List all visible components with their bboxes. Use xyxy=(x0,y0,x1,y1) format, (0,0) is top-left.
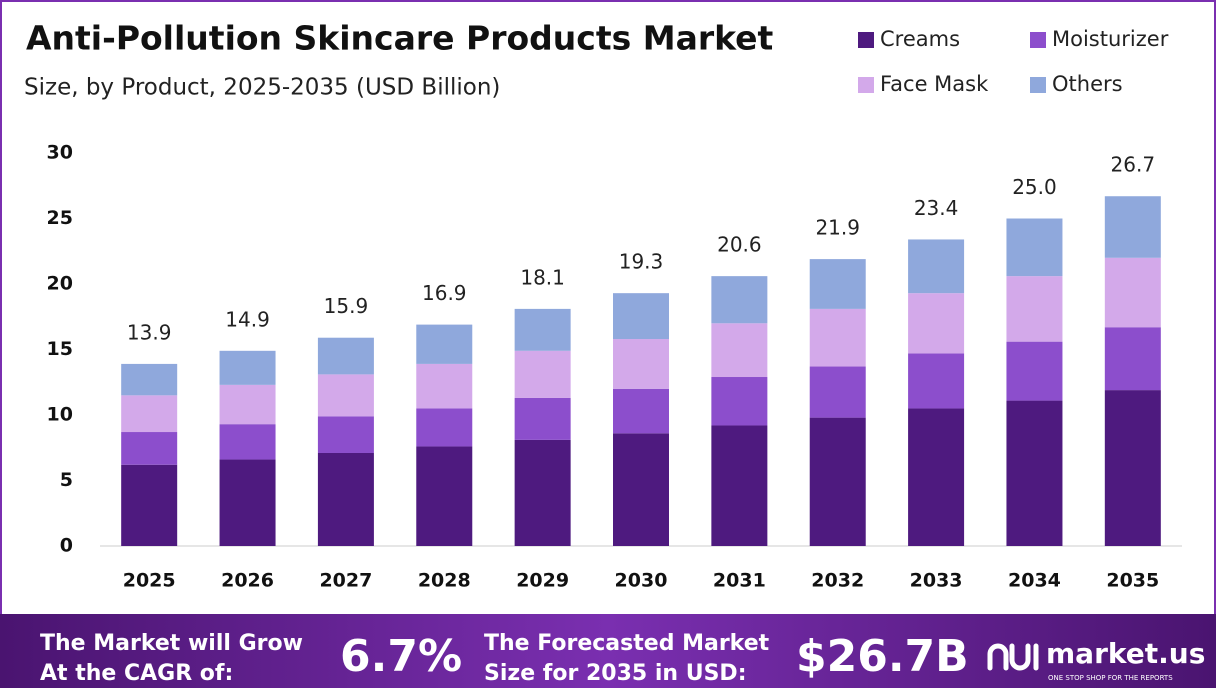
y-tick-label: 10 xyxy=(47,404,73,426)
bar-segment xyxy=(121,363,178,396)
total-label: 19.3 xyxy=(619,250,664,274)
bar-segment xyxy=(317,337,374,375)
bar-segment xyxy=(514,350,571,398)
bar-segment xyxy=(809,259,866,309)
tagline: ONE STOP SHOP FOR THE REPORTS xyxy=(1048,674,1173,682)
x-tick-label: 2031 xyxy=(713,570,766,592)
y-tick-label: 0 xyxy=(60,535,73,557)
footer-value: 6.7% xyxy=(340,631,462,682)
y-tick-label: 30 xyxy=(47,142,73,164)
legend-swatch xyxy=(1030,32,1046,48)
brand-logo xyxy=(987,643,1039,671)
x-tick-label: 2025 xyxy=(123,570,176,592)
bar-segment xyxy=(317,416,374,453)
bar-segment xyxy=(908,353,965,409)
legend-label: Moisturizer xyxy=(1052,27,1169,51)
bar-segment xyxy=(711,276,768,324)
chart-subtitle: Size, by Product, 2025-2035 (USD Billion… xyxy=(24,75,500,101)
bar-segment xyxy=(1104,327,1161,391)
footer-text: The Market will Grow xyxy=(40,631,303,656)
total-label: 21.9 xyxy=(815,216,860,240)
legend-swatch xyxy=(858,32,874,48)
x-tick-label: 2030 xyxy=(615,570,668,592)
footer-text: The Forecasted Market xyxy=(484,631,770,656)
legend-swatch xyxy=(1030,77,1046,93)
total-label: 13.9 xyxy=(127,320,172,344)
footer-text: Size for 2035 in USD: xyxy=(484,661,747,686)
footer-text: At the CAGR of: xyxy=(40,661,233,686)
x-tick-label: 2029 xyxy=(516,570,569,592)
bar-segment xyxy=(121,464,178,546)
x-tick-label: 2035 xyxy=(1106,570,1159,592)
bar-segment xyxy=(416,324,473,364)
y-tick-label: 25 xyxy=(47,207,73,229)
bar-segment xyxy=(1006,276,1063,342)
bar-segment xyxy=(219,459,276,546)
bar-segment xyxy=(908,293,965,354)
legend-swatch xyxy=(858,77,874,93)
brand: market.us xyxy=(1046,637,1205,670)
x-tick-label: 2027 xyxy=(319,570,372,592)
bar-segment xyxy=(121,395,178,433)
x-tick-label: 2026 xyxy=(221,570,274,592)
bar-segment xyxy=(711,377,768,426)
y-tick-label: 5 xyxy=(60,469,73,491)
bar-segment xyxy=(514,439,571,546)
bar-segment xyxy=(1104,196,1161,258)
bar-segment xyxy=(613,293,669,340)
total-label: 25.0 xyxy=(1012,175,1057,199)
bar-segment xyxy=(1104,390,1161,546)
bar-segment xyxy=(908,408,965,546)
footer-value: $26.7B xyxy=(796,631,969,682)
total-label: 16.9 xyxy=(422,281,467,305)
bar-segment xyxy=(416,408,473,447)
x-tick-label: 2032 xyxy=(811,570,864,592)
bar-segment xyxy=(711,323,768,378)
bar-segment xyxy=(219,424,276,460)
legend-label: Creams xyxy=(880,27,960,51)
bar-segment xyxy=(514,308,571,351)
chart-title: Anti-Pollution Skincare Products Market xyxy=(26,19,774,58)
x-tick-label: 2033 xyxy=(910,570,963,592)
total-label: 26.7 xyxy=(1111,153,1156,177)
bar-segment xyxy=(711,425,768,546)
total-label: 15.9 xyxy=(324,294,369,318)
bar-segment xyxy=(416,446,473,546)
y-tick-label: 20 xyxy=(47,273,73,295)
bar-segment xyxy=(1006,341,1063,401)
bar-segment xyxy=(613,433,669,546)
bar-segment xyxy=(809,417,866,546)
total-label: 14.9 xyxy=(225,307,270,331)
bar-segment xyxy=(908,239,965,294)
bar-segment xyxy=(219,350,276,385)
total-label: 23.4 xyxy=(914,196,959,220)
bar-segment xyxy=(809,308,866,367)
legend-label: Face Mask xyxy=(880,72,989,96)
bar-segment xyxy=(219,384,276,425)
total-label: 20.6 xyxy=(717,233,762,257)
bar-segment xyxy=(809,366,866,418)
bar-segment xyxy=(613,388,669,434)
legend-label: Others xyxy=(1052,72,1123,96)
bar-segment xyxy=(1104,257,1161,328)
total-label: 18.1 xyxy=(520,265,565,289)
bar-segment xyxy=(121,432,178,465)
bar-segment xyxy=(416,363,473,409)
bar-segment xyxy=(317,374,374,417)
y-tick-label: 15 xyxy=(47,338,73,360)
bar-segment xyxy=(1006,400,1063,546)
x-tick-label: 2034 xyxy=(1008,570,1061,592)
bar-segment xyxy=(613,339,669,389)
bar-segment xyxy=(317,452,374,546)
bar-segment xyxy=(514,397,571,440)
bar-segment xyxy=(1006,218,1063,277)
x-tick-label: 2028 xyxy=(418,570,471,592)
